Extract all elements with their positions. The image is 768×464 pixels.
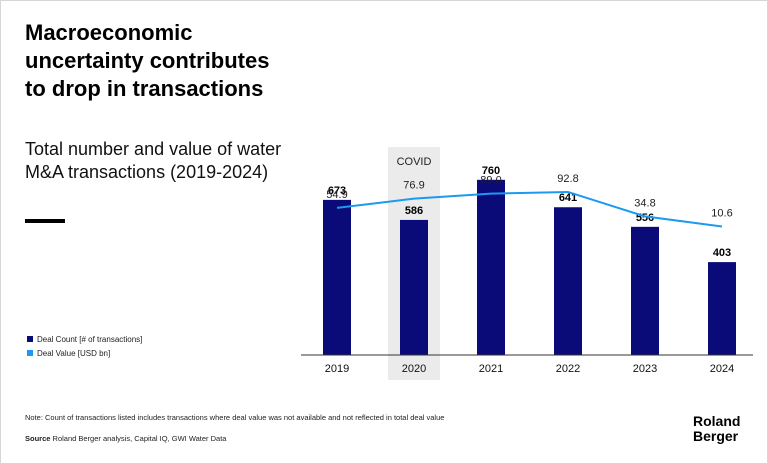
- legend-swatch-line-icon: [27, 350, 33, 356]
- x-tick-label-2022: 2022: [556, 363, 580, 375]
- deal-value-line: [336, 190, 723, 228]
- legend-item-deal-count: Deal Count [# of transactions]: [27, 332, 142, 346]
- line-label-2022: 92.8: [557, 173, 578, 185]
- footnote: Note: Count of transactions listed inclu…: [25, 413, 445, 422]
- line-label-2021: 89.0: [480, 175, 501, 187]
- x-tick-label-2023: 2023: [633, 363, 657, 375]
- covid-annotation: COVID: [397, 156, 432, 168]
- line-label-2023: 34.8: [634, 197, 655, 209]
- line-label-2020: 76.9: [403, 180, 424, 192]
- bar-label-2022: 641: [559, 192, 577, 204]
- bar-2024: [708, 262, 736, 355]
- bar-label-2024: 403: [713, 247, 731, 259]
- bar-label-2020: 586: [405, 205, 423, 217]
- x-tick-label-2020: 2020: [402, 363, 426, 375]
- source-text: Roland Berger analysis, Capital IQ, GWI …: [50, 434, 227, 443]
- legend: Deal Count [# of transactions] Deal Valu…: [27, 332, 142, 360]
- brand-logo: Roland Berger: [693, 414, 740, 444]
- bar-2019: [323, 199, 351, 355]
- bar-label-2021: 760: [482, 165, 500, 177]
- title-divider: [25, 219, 65, 223]
- bar-2021: [477, 179, 505, 355]
- bar-2023: [631, 226, 659, 355]
- legend-label: Deal Value [USD bn]: [37, 348, 111, 358]
- legend-item-deal-value: Deal Value [USD bn]: [27, 346, 142, 360]
- logo-line: Roland: [693, 413, 741, 429]
- x-tick-label-2024: 2024: [710, 363, 734, 375]
- bar-label-2019: 673: [328, 185, 346, 197]
- bar-2022: [554, 207, 582, 355]
- page-title: Macroeconomic uncertainty contributes to…: [25, 20, 270, 101]
- chart-subtitle: Total number and value of water M&A tran…: [25, 139, 282, 182]
- source-line: Source Roland Berger analysis, Capital I…: [25, 434, 226, 443]
- logo-line: Berger: [693, 428, 739, 444]
- line-label-2024: 10.6: [711, 208, 732, 220]
- line-label-2019: 54.9: [326, 189, 347, 201]
- legend-label: Deal Count [# of transactions]: [37, 334, 143, 344]
- source-label: Source: [25, 434, 51, 443]
- legend-swatch-bar-icon: [27, 336, 33, 342]
- x-tick-label-2021: 2021: [479, 363, 503, 375]
- x-tick-label-2019: 2019: [325, 363, 349, 375]
- bar-2020: [400, 219, 428, 355]
